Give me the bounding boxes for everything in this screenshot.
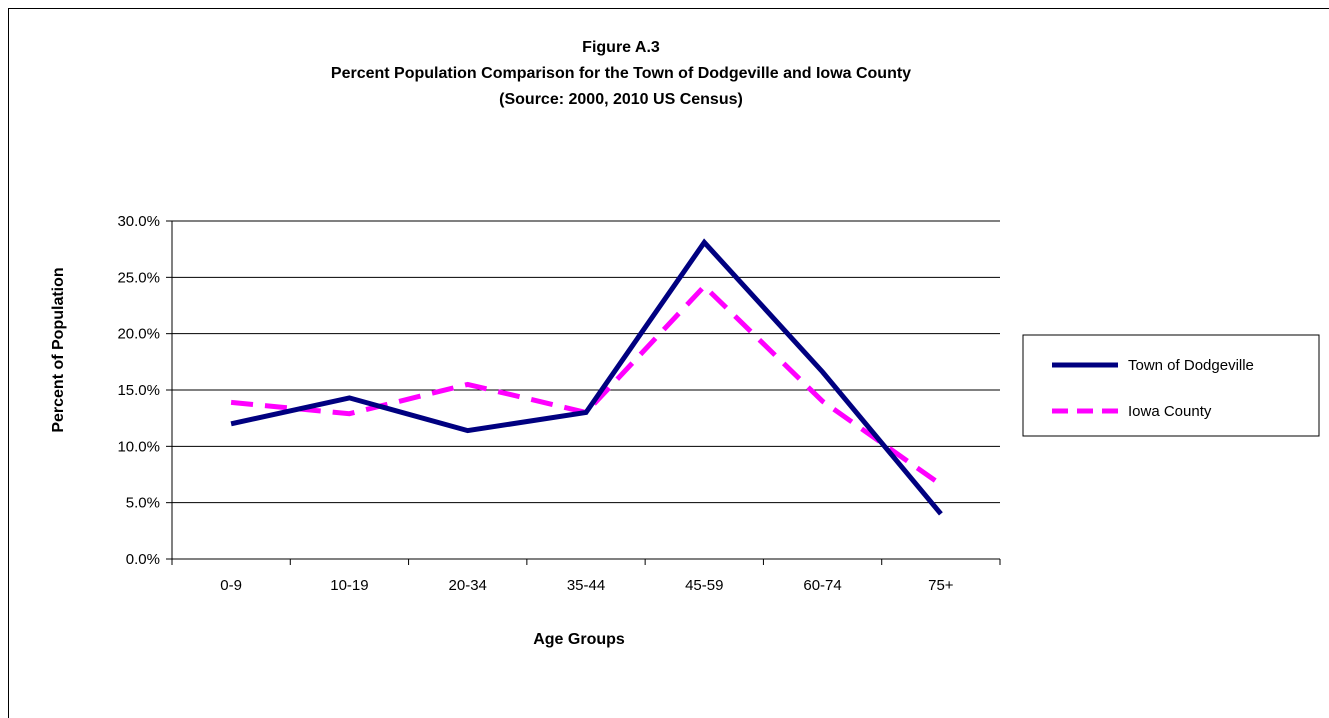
- series-line-town-of-dodgeville: [230, 238, 943, 516]
- gridlines: [172, 220, 1000, 504]
- chart-title-line-1: Figure A.3: [582, 39, 660, 56]
- y-tick-labels: 0.0% 5.0% 10.0% 15.0% 20.0% 25.0% 30.0%: [117, 213, 160, 568]
- y-tick-label: 0.0%: [126, 551, 160, 568]
- x-tick-label: 60-74: [803, 577, 841, 594]
- legend-box: [1022, 334, 1320, 437]
- x-tick-labels: 0-9 10-19 20-34 35-44 45-59 60-74 75+: [220, 577, 954, 594]
- x-tick-label: 45-59: [685, 577, 723, 594]
- x-axis-title: Age Groups: [533, 631, 625, 648]
- legend-label-town-of-dodgeville: Town of Dodgeville: [1128, 357, 1254, 374]
- x-tick-label: 20-34: [449, 577, 487, 594]
- legend-label-iowa-county: Iowa County: [1128, 403, 1212, 420]
- y-axis-title: Percent of Population: [50, 267, 67, 432]
- axes: [166, 220, 1001, 565]
- y-tick-label: 25.0%: [117, 269, 160, 286]
- y-tick-label: 5.0%: [126, 495, 160, 512]
- x-tick-label: 75+: [928, 577, 954, 594]
- y-tick-label: 10.0%: [117, 438, 160, 455]
- chart-title-line-2: Percent Population Comparison for the To…: [331, 65, 911, 82]
- y-tick-label: 15.0%: [117, 382, 160, 399]
- chart-subtitle: (Source: 2000, 2010 US Census): [499, 91, 743, 108]
- series-line-iowa-county: [230, 282, 943, 487]
- series-lines: [230, 238, 943, 516]
- chart-frame: [8, 8, 1329, 718]
- x-tick-label: 10-19: [330, 577, 368, 594]
- y-tick-label: 20.0%: [117, 326, 160, 343]
- x-tick-label: 0-9: [220, 577, 242, 594]
- x-tick-label: 35-44: [567, 577, 605, 594]
- legend: Town of Dodgeville Iowa County: [1022, 334, 1320, 437]
- y-tick-label: 30.0%: [117, 213, 160, 230]
